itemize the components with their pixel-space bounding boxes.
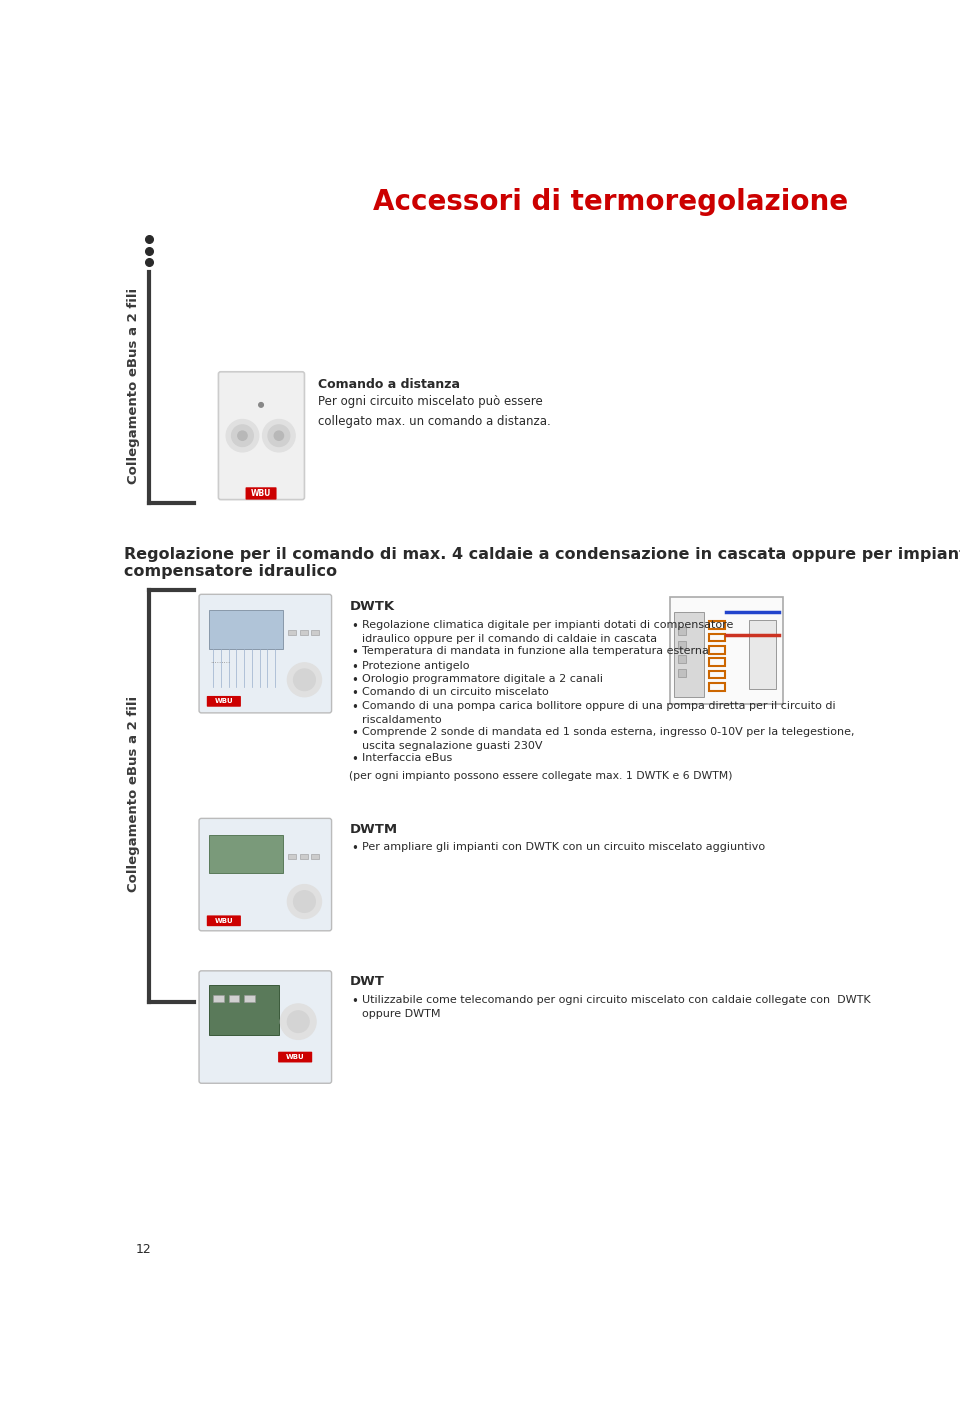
FancyBboxPatch shape: [219, 371, 304, 500]
Circle shape: [238, 431, 247, 441]
Bar: [209, 985, 278, 1034]
Bar: [288, 854, 296, 859]
Bar: [709, 646, 725, 653]
Bar: [228, 996, 239, 1002]
Bar: [678, 642, 685, 649]
Text: DWT: DWT: [349, 975, 384, 989]
Text: WBU: WBU: [251, 489, 272, 497]
Bar: [674, 612, 704, 697]
Text: •: •: [351, 687, 358, 700]
Bar: [300, 629, 307, 635]
Bar: [670, 597, 782, 704]
Text: Per ampliare gli impianti con DWTK con un circuito miscelato aggiuntivo: Per ampliare gli impianti con DWTK con u…: [362, 842, 765, 852]
Text: 12: 12: [135, 1243, 152, 1255]
Bar: [709, 621, 725, 629]
Bar: [678, 669, 685, 677]
Bar: [213, 996, 224, 1002]
Bar: [709, 633, 725, 642]
Text: WBU: WBU: [286, 1054, 304, 1060]
FancyBboxPatch shape: [199, 971, 331, 1083]
Bar: [678, 655, 685, 663]
Text: Interfaccia eBus: Interfaccia eBus: [362, 752, 452, 762]
Bar: [750, 619, 777, 689]
Text: •: •: [351, 619, 358, 633]
FancyBboxPatch shape: [278, 1051, 312, 1063]
Bar: [709, 670, 725, 679]
FancyBboxPatch shape: [199, 819, 331, 931]
Text: Regolazione per il comando di max. 4 caldaie a condensazione in cascata oppure p: Regolazione per il comando di max. 4 cal…: [124, 547, 960, 563]
Text: •: •: [351, 727, 358, 740]
Text: Temperatura di mandata in funzione alla temperatura esterna: Temperatura di mandata in funzione alla …: [362, 646, 708, 656]
Circle shape: [227, 419, 259, 452]
Circle shape: [294, 891, 315, 913]
Text: •: •: [351, 842, 358, 856]
FancyBboxPatch shape: [246, 487, 276, 500]
Text: Collegamento eBus a 2 fili: Collegamento eBus a 2 fili: [128, 288, 140, 483]
Text: Protezione antigelo: Protezione antigelo: [362, 662, 469, 672]
Circle shape: [259, 402, 263, 407]
Circle shape: [287, 1010, 309, 1033]
Text: WBU: WBU: [214, 918, 233, 924]
Text: Collegamento eBus a 2 fili: Collegamento eBus a 2 fili: [128, 696, 140, 891]
Text: DWTK: DWTK: [349, 599, 395, 612]
Circle shape: [294, 669, 315, 690]
Circle shape: [287, 884, 322, 918]
Text: •: •: [351, 995, 358, 1007]
Text: •: •: [351, 752, 358, 767]
Text: (per ogni impianto possono essere collegate max. 1 DWTK e 6 DWTM): (per ogni impianto possono essere colleg…: [349, 771, 732, 781]
Text: Regolazione climatica digitale per impianti dotati di compensatore
idraulico opp: Regolazione climatica digitale per impia…: [362, 619, 733, 645]
Text: •: •: [351, 674, 358, 687]
FancyBboxPatch shape: [199, 594, 331, 713]
Circle shape: [263, 419, 295, 452]
Bar: [678, 628, 685, 635]
Text: compensatore idraulico: compensatore idraulico: [124, 564, 337, 578]
Text: Comando di una pompa carica bollitore oppure di una pompa diretta per il circuit: Comando di una pompa carica bollitore op…: [362, 700, 835, 726]
Bar: [209, 611, 283, 649]
Text: •: •: [351, 662, 358, 674]
Bar: [709, 683, 725, 690]
Text: Accessori di termoregolazione: Accessori di termoregolazione: [373, 188, 849, 217]
Bar: [209, 835, 283, 873]
Bar: [300, 854, 307, 859]
Text: Comando a distanza: Comando a distanza: [318, 378, 460, 391]
Text: Orologio programmatore digitale a 2 canali: Orologio programmatore digitale a 2 cana…: [362, 674, 603, 684]
Text: Comprende 2 sonde di mandata ed 1 sonda esterna, ingresso 0-10V per la telegesti: Comprende 2 sonde di mandata ed 1 sonda …: [362, 727, 854, 751]
Text: Utilizzabile come telecomando per ogni circuito miscelato con caldaie collegate : Utilizzabile come telecomando per ogni c…: [362, 995, 871, 1019]
Text: DWTM: DWTM: [349, 823, 397, 836]
Text: •: •: [351, 700, 358, 714]
Circle shape: [231, 425, 253, 446]
Text: Per ogni circuito miscelato può essere
collegato max. un comando a distanza.: Per ogni circuito miscelato può essere c…: [318, 395, 550, 428]
Bar: [244, 996, 254, 1002]
Bar: [311, 629, 319, 635]
Text: WBU: WBU: [214, 699, 233, 704]
Circle shape: [287, 663, 322, 697]
Text: •: •: [351, 646, 358, 659]
Circle shape: [280, 1005, 316, 1040]
Bar: [311, 854, 319, 859]
Bar: [709, 659, 725, 666]
Text: .........: .........: [210, 659, 231, 665]
Bar: [288, 629, 296, 635]
Circle shape: [268, 425, 290, 446]
Circle shape: [275, 431, 283, 441]
Text: Comando di un circuito miscelato: Comando di un circuito miscelato: [362, 687, 548, 697]
FancyBboxPatch shape: [206, 915, 241, 927]
FancyBboxPatch shape: [206, 696, 241, 707]
